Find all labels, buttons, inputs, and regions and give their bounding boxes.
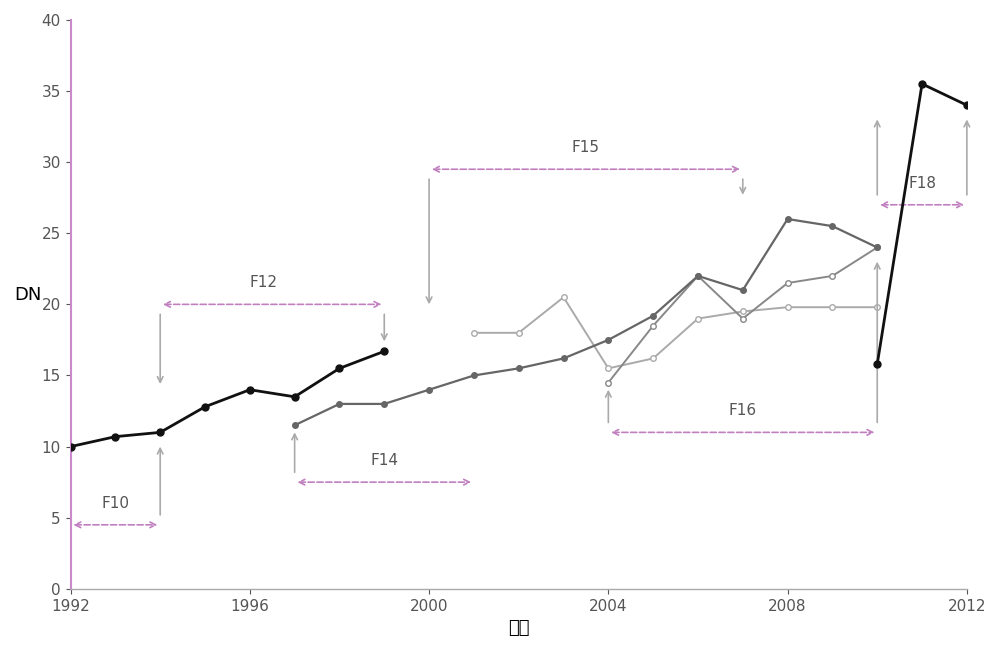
Y-axis label: DN: DN: [14, 286, 41, 305]
Text: F18: F18: [908, 176, 936, 191]
Text: F16: F16: [729, 403, 757, 418]
X-axis label: 年度: 年度: [508, 619, 529, 637]
Text: F15: F15: [572, 140, 600, 155]
Text: F14: F14: [370, 453, 398, 468]
Text: F12: F12: [249, 275, 277, 290]
Text: F10: F10: [101, 495, 129, 510]
